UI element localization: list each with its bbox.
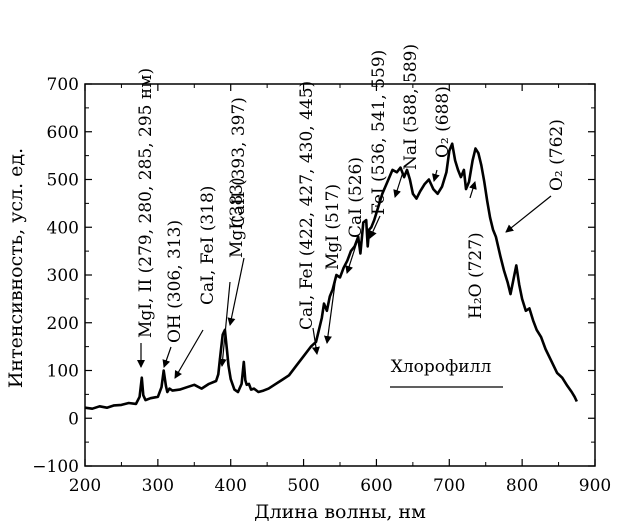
annotation-arrow — [431, 169, 440, 182]
series-layer — [84, 142, 578, 410]
y-tick-label: 300 — [47, 266, 79, 286]
x-tick-label: 400 — [214, 476, 246, 496]
annotation-label: MgI, II (279, 280, 285, 295 нм) — [136, 68, 156, 338]
annotation-label: H₂O (727) — [466, 232, 486, 319]
y-tick-label: 200 — [47, 314, 79, 334]
annotation-label: CaI, FeI (422, 427, 430, 445) — [297, 81, 317, 330]
annotation-arrow — [469, 181, 477, 199]
x-tick-label: 600 — [360, 476, 392, 496]
annotation-label: OH (306, 313) — [165, 220, 185, 343]
x-tick-label: 800 — [506, 476, 538, 496]
annotation-label: NaI (588, 589) — [401, 44, 421, 170]
x-tick-label: 300 — [142, 476, 174, 496]
annotation-layer: MgI, II (279, 280, 285, 295 нм) OH (306, … — [136, 44, 567, 388]
annotation-arrow — [323, 275, 337, 344]
y-tick-label: 100 — [47, 362, 79, 382]
x-tick-label: 900 — [579, 476, 611, 496]
x-tick-label: 700 — [433, 476, 465, 496]
annotation-label: CaI, FeI (318) — [198, 186, 218, 305]
y-tick-label: −100 — [32, 457, 79, 477]
axis-ticks: 200 300 400 500 600 700 800 900 −100 0 100 200 300 40… — [32, 75, 611, 496]
annotation-arrow — [227, 257, 245, 326]
annotation-arrow — [174, 329, 204, 379]
annotation-label: O₂ (688) — [433, 86, 453, 158]
annotation-arrow — [311, 327, 320, 355]
annotation-arrow — [369, 215, 381, 239]
y-tick-label: 700 — [47, 75, 79, 95]
annotation-label: MgI(383) — [227, 177, 247, 258]
annotation-label: O₂ (762) — [547, 119, 567, 191]
annotation-arrow — [218, 281, 231, 367]
y-tick-label: 0 — [68, 409, 79, 429]
annotation-arrow — [162, 346, 172, 368]
annotation-label: FeI (536, 541, 559) — [369, 50, 389, 215]
x-tick-label: 200 — [69, 476, 101, 496]
y-tick-label: 400 — [47, 218, 79, 238]
annotation-arrow — [505, 195, 552, 233]
y-axis-title: Интенсивность, усл. ед. — [5, 148, 27, 388]
chlorophyll-label: Хлорофилл — [391, 357, 492, 377]
y-tick-label: 500 — [47, 171, 79, 191]
x-tick-label: 500 — [287, 476, 319, 496]
spectrum-line — [84, 142, 578, 410]
annotation-arrow — [393, 171, 404, 198]
annotation-label: MgI (517) — [323, 184, 343, 270]
y-tick-label: 600 — [47, 123, 79, 143]
annotation-arrow — [345, 241, 358, 274]
annotation-label: CaII (393, 397) — [229, 97, 249, 228]
annotation-label: CaI (526) — [346, 157, 366, 238]
x-axis-title: Длина волны, нм — [254, 501, 426, 523]
